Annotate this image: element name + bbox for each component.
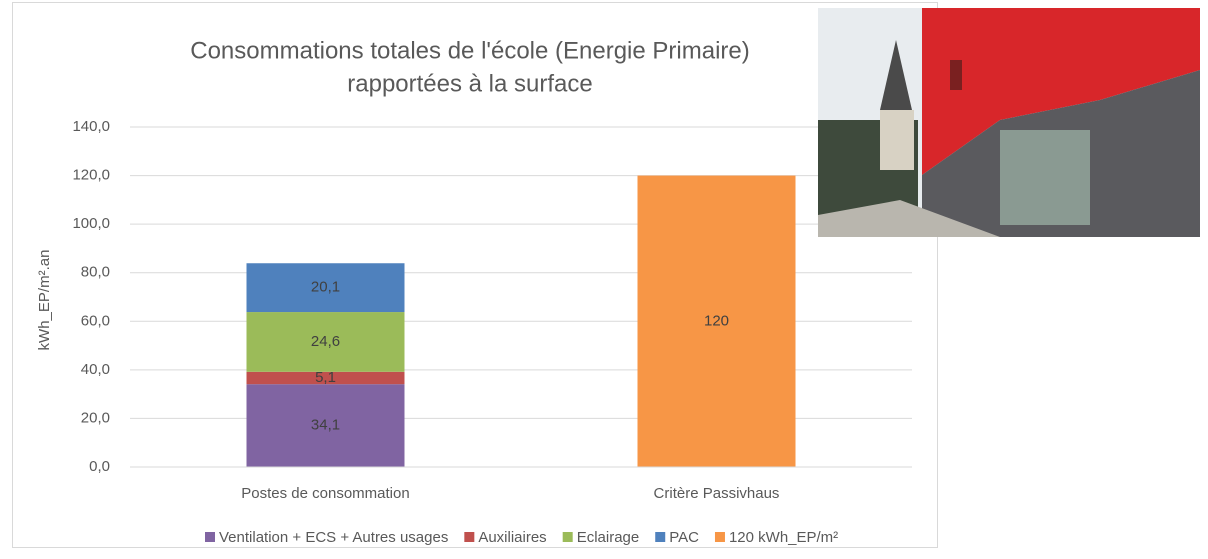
y-tick-label: 0,0	[89, 458, 110, 475]
data-label: 20,1	[311, 279, 340, 296]
y-tick-label: 120,0	[72, 167, 110, 184]
data-label: 34,1	[311, 417, 340, 434]
y-tick-label: 80,0	[81, 264, 110, 281]
legend-swatch	[655, 532, 665, 542]
x-tick-label: Critère Passivhaus	[654, 485, 780, 502]
y-tick-label: 100,0	[72, 215, 110, 232]
y-tick-label: 20,0	[81, 409, 110, 426]
legend-label: Auxiliaires	[478, 529, 546, 546]
page: Consommations totales de l'école (Energi…	[0, 0, 1208, 559]
y-tick-label: 140,0	[72, 118, 110, 135]
legend-label: 120 kWh_EP/m²	[729, 529, 838, 546]
chart-title: Consommations totales de l'école (Energi…	[190, 37, 750, 64]
y-axis-label: kWh_EP/m².an	[36, 250, 53, 351]
photo	[818, 8, 1200, 237]
legend-swatch	[205, 532, 215, 542]
chart-title: rapportées à la surface	[347, 70, 592, 97]
data-label: 24,6	[311, 333, 340, 350]
legend-label: Ventilation + ECS + Autres usages	[219, 529, 448, 546]
legend-label: PAC	[669, 529, 699, 546]
legend-swatch	[715, 532, 725, 542]
x-tick-label: Postes de consommation	[241, 485, 409, 502]
legend-label: Eclairage	[577, 529, 640, 546]
y-tick-label: 40,0	[81, 361, 110, 378]
data-label: 120	[704, 312, 729, 329]
legend-swatch	[563, 532, 573, 542]
legend-swatch	[464, 532, 474, 542]
y-tick-label: 60,0	[81, 312, 110, 329]
chart: Consommations totales de l'école (Energi…	[0, 0, 1208, 559]
